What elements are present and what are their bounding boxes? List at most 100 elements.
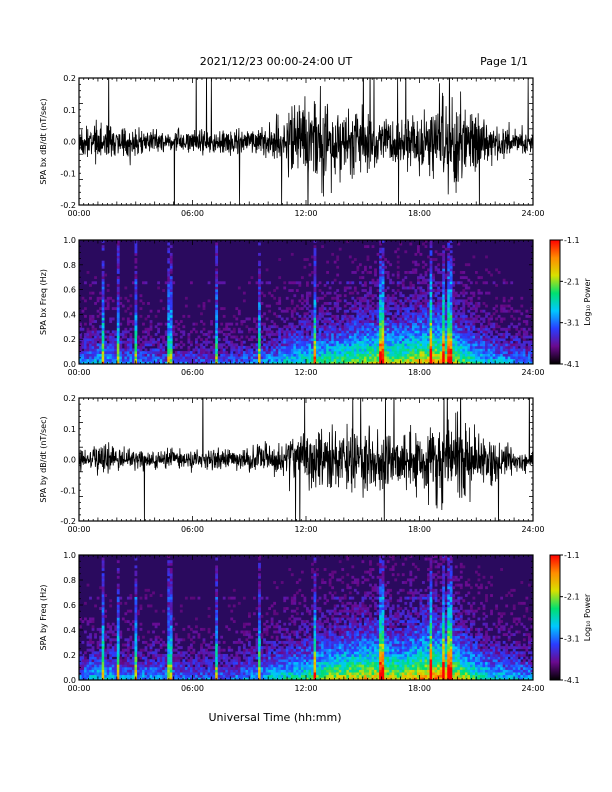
- spectrogram-cell: [442, 304, 446, 308]
- spectrogram-cell: [396, 255, 400, 259]
- spectrogram-cell: [174, 345, 178, 349]
- spectrogram-cell: [308, 273, 312, 277]
- spectrogram-cell: [348, 348, 352, 352]
- spectrogram-cell: [394, 327, 398, 331]
- spectrogram-cell: [474, 314, 478, 318]
- spectrogram-cell: [464, 276, 468, 280]
- spectrogram-cell: [318, 348, 322, 352]
- spectrogram-cell: [457, 361, 461, 364]
- spectrogram-cell: [131, 664, 135, 668]
- spectrogram-cell: [424, 291, 428, 295]
- spectrogram-cell: [361, 283, 365, 287]
- spectrogram-cell: [235, 351, 239, 354]
- spectrogram-cell: [419, 309, 423, 313]
- spectrogram-cell: [477, 340, 481, 344]
- spectrogram-cell: [134, 276, 138, 280]
- spectrogram-cell: [89, 320, 92, 323]
- spectrogram-cell: [116, 245, 120, 249]
- spectrogram-cell: [96, 646, 100, 650]
- spectrogram-cell: [285, 330, 289, 334]
- spectrogram-cell: [313, 358, 317, 362]
- spectrogram-cell: [515, 343, 519, 347]
- spectrogram-cell: [338, 351, 342, 354]
- spectrogram-cell: [510, 335, 514, 339]
- spectrogram-cell: [409, 283, 413, 287]
- spectrogram-cell: [386, 296, 390, 300]
- spectrogram-cell: [313, 255, 317, 259]
- spectrogram-cell: [232, 330, 236, 334]
- spectrogram-cell: [429, 327, 433, 331]
- spectrogram-cell: [205, 353, 208, 357]
- spectrogram-cell: [167, 276, 171, 280]
- spectrogram-cell: [91, 356, 95, 360]
- spectrogram-cell: [449, 281, 453, 285]
- spectrogram-cell: [369, 291, 372, 295]
- spectrogram-cell: [447, 268, 451, 272]
- spectrogram-cell: [469, 296, 473, 300]
- spectrogram-cell: [94, 664, 97, 668]
- spectrogram-cell: [424, 299, 428, 303]
- spectrogram-cell: [197, 304, 201, 308]
- spectrogram-cell: [376, 325, 380, 329]
- spectrogram-cell: [467, 351, 471, 354]
- spectrogram-cell: [137, 353, 140, 357]
- spectrogram-cell: [459, 330, 463, 334]
- spectrogram-cell: [467, 286, 471, 290]
- spectrogram-cell: [376, 351, 380, 354]
- spectrogram-cell: [300, 351, 304, 354]
- spectrogram-cell: [79, 348, 82, 352]
- spectrogram-cell: [306, 330, 309, 334]
- spectrogram-cell: [142, 322, 145, 326]
- spectrogram-cell: [215, 353, 219, 357]
- spectrogram-cell: [497, 361, 501, 364]
- spectrogram-cell: [232, 348, 236, 352]
- spectrogram-cell: [459, 333, 463, 336]
- spectrogram-cell: [447, 291, 451, 295]
- spectrogram-cell: [369, 281, 372, 285]
- spectrogram-cell: [321, 356, 324, 360]
- spectrogram-cell: [157, 322, 161, 326]
- spectrogram-cell: [411, 271, 415, 274]
- spectrogram-cell: [96, 653, 100, 657]
- spectrogram-cell: [515, 338, 519, 342]
- spectrogram-cell: [240, 356, 244, 360]
- spectrogram-cell: [81, 361, 85, 364]
- spectrogram-cell: [406, 317, 410, 321]
- spectrogram-cell: [427, 283, 430, 287]
- spectrogram-cell: [258, 320, 261, 323]
- spectrogram-cell: [515, 333, 519, 336]
- spectrogram-cell: [485, 361, 488, 364]
- spectrogram-cell: [495, 345, 498, 349]
- spectrogram-cell: [174, 353, 178, 357]
- spectrogram-cell: [99, 296, 102, 300]
- spectrogram-cell: [263, 348, 266, 352]
- spectrogram-cell: [147, 343, 150, 347]
- spectrogram-cell: [429, 294, 433, 298]
- spectrogram-cell: [197, 356, 201, 360]
- spectrogram-cell: [227, 356, 231, 360]
- spectrogram-cell: [472, 353, 476, 357]
- spectrogram-cell: [429, 353, 433, 357]
- spectrogram-cell: [452, 330, 456, 334]
- spectrogram-cell: [366, 325, 370, 329]
- spectrogram-cell: [152, 351, 155, 354]
- spectrogram-cell: [300, 353, 304, 357]
- spectrogram-cell: [240, 361, 244, 364]
- spectrogram-cell: [454, 312, 458, 316]
- spectrogram-cell: [411, 343, 415, 347]
- spectrogram-cell: [376, 345, 380, 349]
- spectrogram-cell: [290, 343, 294, 347]
- spectrogram-cell: [353, 351, 357, 354]
- spectrogram-cell: [293, 338, 297, 342]
- spectrogram-cell: [449, 294, 453, 298]
- spectrogram-cell: [273, 353, 277, 357]
- spectrogram-cell: [86, 664, 90, 668]
- spectrogram-cell: [91, 320, 95, 323]
- spectrogram-cell: [162, 353, 166, 357]
- spectrogram-cell: [336, 345, 340, 349]
- spectrogram-cell: [311, 333, 314, 336]
- spectrogram-cell: [86, 327, 90, 331]
- spectrogram-cell: [111, 666, 115, 670]
- spectrogram-cell: [84, 353, 87, 357]
- spectrogram-cell: [530, 343, 533, 347]
